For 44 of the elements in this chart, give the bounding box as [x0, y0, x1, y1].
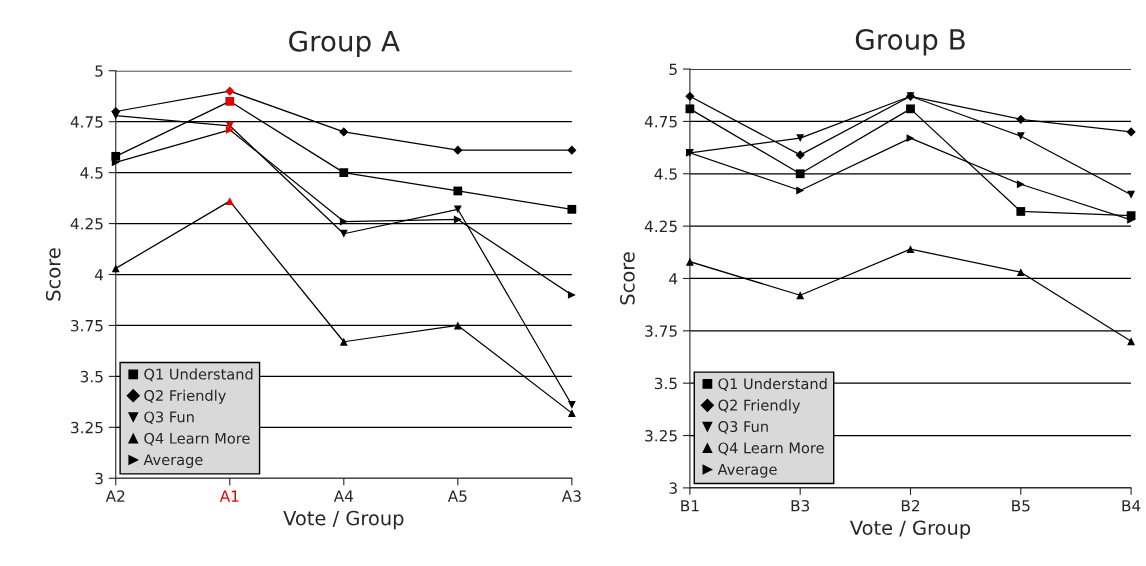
y-tick-label: 3.25	[71, 421, 103, 434]
legend-label: Q1 Understand	[718, 377, 827, 391]
y-tick-label: 4.25	[70, 218, 103, 230]
legend-label: Q3 Fun	[718, 421, 768, 434]
x-axis-title: Vote / Group	[283, 510, 404, 530]
x-tick-label: A2	[105, 490, 125, 502]
y-tick-label: 3	[669, 482, 677, 494]
y-tick-label: 5	[669, 63, 677, 76]
x-axis-title: Vote / Group	[849, 520, 971, 539]
x-tick-label: B5	[1012, 500, 1030, 512]
x-tick-label: B3	[791, 499, 810, 512]
x-tick-label: B1	[681, 500, 699, 512]
legend-label: Q4 Learn More	[144, 432, 250, 446]
x-tick-label: A3	[561, 490, 581, 502]
legend-label: Q4 Learn More	[718, 442, 824, 456]
x-tick-label: A4	[333, 490, 354, 502]
y-tick-label: 3.75	[645, 325, 677, 337]
chart-title: Group B	[855, 28, 965, 56]
y-tick-label: 3.25	[645, 430, 677, 442]
y-tick-label: 3.5	[654, 377, 677, 390]
y-tick-label: 3	[95, 472, 103, 485]
legend-label: Average	[143, 454, 203, 469]
chart-title: Group A	[289, 30, 400, 58]
y-tick-label: 4.5	[654, 168, 677, 180]
x-tick-label: B2	[901, 499, 920, 512]
y-tick-label: 5	[95, 65, 103, 77]
legend-label: Q3 Fun	[144, 411, 194, 425]
y-tick-label: 3.75	[71, 319, 103, 332]
x-tick-label: A5	[447, 490, 467, 502]
legend-label: Average	[717, 464, 777, 478]
y-tick-label: 4.75	[70, 116, 103, 128]
y-axis-title: Score	[620, 252, 635, 305]
y-tick-label: 4	[94, 269, 104, 281]
x-tick-label: B4	[1122, 500, 1141, 512]
legend-label: Q2 Friendly	[718, 399, 801, 414]
y-tick-label: 4	[669, 273, 678, 285]
y-tick-label: 3.5	[80, 370, 103, 383]
y-tick-label: 4.25	[644, 220, 677, 233]
x-tick-label: A1	[219, 490, 239, 502]
y-axis-title: Score	[45, 248, 61, 301]
y-tick-label: 4.5	[80, 167, 103, 179]
y-tick-label: 4.75	[644, 116, 677, 128]
legend-label: Q2 Friendly	[144, 389, 226, 404]
legend-label: Q1 Understand	[144, 368, 253, 382]
